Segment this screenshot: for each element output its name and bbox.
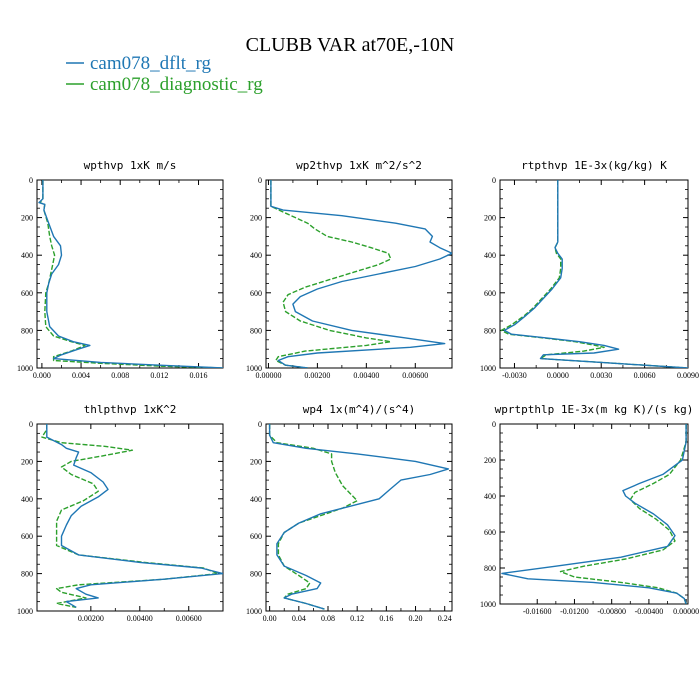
panel-title: wprtpthlp 1E-3x(m kg K)/(s kg) (495, 403, 694, 416)
y-tick-label: 400 (21, 495, 33, 504)
y-tick-label: 1000 (17, 364, 33, 373)
y-tick-label: 800 (250, 326, 262, 335)
y-tick-label: 400 (484, 492, 496, 501)
x-tick-label: -0.00800 (597, 607, 626, 616)
y-tick-label: 1000 (17, 607, 33, 616)
series-line-dflt (268, 424, 450, 610)
y-tick-label: 200 (250, 457, 262, 466)
y-tick-label: 1000 (480, 364, 496, 373)
x-tick-label: 0.12 (350, 614, 364, 623)
panel-3: rtpthvp 1E-3x(kg/kg) K 0 200 400 600 800 1000-… (480, 159, 699, 380)
y-tick-label: 800 (21, 570, 33, 579)
panel-title: wp2thvp 1xK m^2/s^2 (296, 159, 422, 172)
x-tick-label: 0.00600 (176, 614, 202, 623)
y-tick-label: 200 (250, 214, 262, 223)
y-tick-label: 800 (21, 326, 33, 335)
plot-frame (265, 423, 453, 612)
x-tick-label: -0.0030 (502, 371, 527, 380)
x-tick-label: 0.0060 (634, 371, 656, 380)
y-tick-label: 0 (29, 176, 33, 185)
panel-title: wp4 1x(m^4)/(s^4) (303, 403, 416, 416)
y-tick-label: 200 (484, 214, 496, 223)
y-tick-label: 200 (21, 214, 33, 223)
x-tick-label: 0.00000 (673, 607, 699, 616)
y-tick-label: 200 (21, 457, 33, 466)
y-tick-label: 1000 (246, 607, 262, 616)
y-tick-label: 0 (492, 176, 496, 185)
series-line-diagnostic (41, 424, 219, 608)
y-tick-label: 600 (21, 289, 33, 298)
y-tick-label: 800 (484, 564, 496, 573)
x-tick-label: 0.04 (292, 614, 306, 623)
x-tick-label: 0.20 (409, 614, 423, 623)
series-line-diagnostic (270, 180, 392, 368)
x-tick-label: 0.016 (190, 371, 208, 380)
y-tick-label: 800 (484, 326, 496, 335)
y-tick-label: 1000 (480, 600, 496, 609)
x-tick-label: 0.00 (263, 614, 277, 623)
y-tick-label: 400 (250, 495, 262, 504)
panel-4: thlpthvp 1xK^2 0 200 400 600 800 1000 0.00200 0.… (17, 403, 224, 623)
y-tick-label: 0 (258, 420, 262, 429)
plot-frame (265, 179, 453, 369)
x-tick-label: 0.00000 (255, 371, 281, 380)
legend: cam078_dflt_rg cam078_diagnostic_rg (66, 53, 263, 95)
series-line-dflt (503, 180, 688, 368)
panel-2: wp2thvp 1xK m^2/s^2020040060080010000.00… (246, 159, 453, 380)
legend-label-diagnostic: cam078_diagnostic_rg (90, 74, 263, 95)
plot-frame (36, 423, 224, 612)
y-tick-label: 600 (484, 528, 496, 537)
y-tick-label: 0 (29, 420, 33, 429)
plot-frame (499, 423, 689, 605)
series-line-diagnostic (500, 180, 688, 368)
panel-title: thlpthvp 1xK^2 (84, 403, 177, 416)
x-tick-label: 0.00200 (78, 614, 104, 623)
y-tick-label: 200 (484, 456, 496, 465)
panel-title: rtpthvp 1E-3x(kg/kg) K (521, 159, 667, 172)
x-tick-label: 0.012 (150, 371, 168, 380)
y-tick-label: 1000 (246, 364, 262, 373)
y-tick-label: 400 (21, 251, 33, 260)
y-tick-label: 0 (492, 420, 496, 429)
y-tick-label: 600 (484, 289, 496, 298)
x-tick-label: 0.004 (72, 371, 90, 380)
legend-label-dflt: cam078_dflt_rg (90, 53, 212, 74)
figure-title: CLUBB VAR at70E,-10N (246, 34, 455, 56)
plot-frame (499, 179, 689, 369)
x-tick-label: 0.00400 (127, 614, 153, 623)
y-tick-label: 600 (21, 532, 33, 541)
panel-6: wprtpthlp 1E-3x(m kg K)/(s kg) 0 200 400 600… (480, 403, 699, 616)
x-tick-label: 0.08 (321, 614, 335, 623)
x-tick-label: 0.008 (111, 371, 129, 380)
y-tick-label: 800 (250, 570, 262, 579)
x-tick-label: -0.00400 (635, 607, 664, 616)
y-tick-label: 600 (250, 289, 262, 298)
x-tick-label: 0.00400 (353, 371, 379, 380)
y-tick-label: 600 (250, 532, 262, 541)
x-tick-label: -0.01200 (560, 607, 589, 616)
x-tick-label: 0.0000 (547, 371, 569, 380)
x-tick-label: 0.000 (33, 371, 51, 380)
series-line-dflt (46, 424, 223, 608)
series-line-diagnostic (268, 424, 358, 610)
series-line-diagnostic (559, 424, 687, 604)
x-tick-label: 0.24 (438, 614, 452, 623)
x-tick-label: 0.0030 (590, 371, 612, 380)
series-line-dflt (501, 424, 687, 604)
y-tick-label: 400 (484, 251, 496, 260)
x-tick-label: -0.01600 (523, 607, 552, 616)
x-tick-label: 0.0090 (677, 371, 699, 380)
series-line-dflt (270, 180, 452, 368)
x-tick-label: 0.00200 (304, 371, 330, 380)
x-tick-label: 0.16 (379, 614, 393, 623)
panel-title: wpthvp 1xK m/s (84, 159, 177, 172)
x-tick-label: 0.00600 (402, 371, 428, 380)
series-line-dflt (38, 180, 223, 368)
y-tick-label: 400 (250, 251, 262, 260)
y-tick-label: 0 (258, 176, 262, 185)
